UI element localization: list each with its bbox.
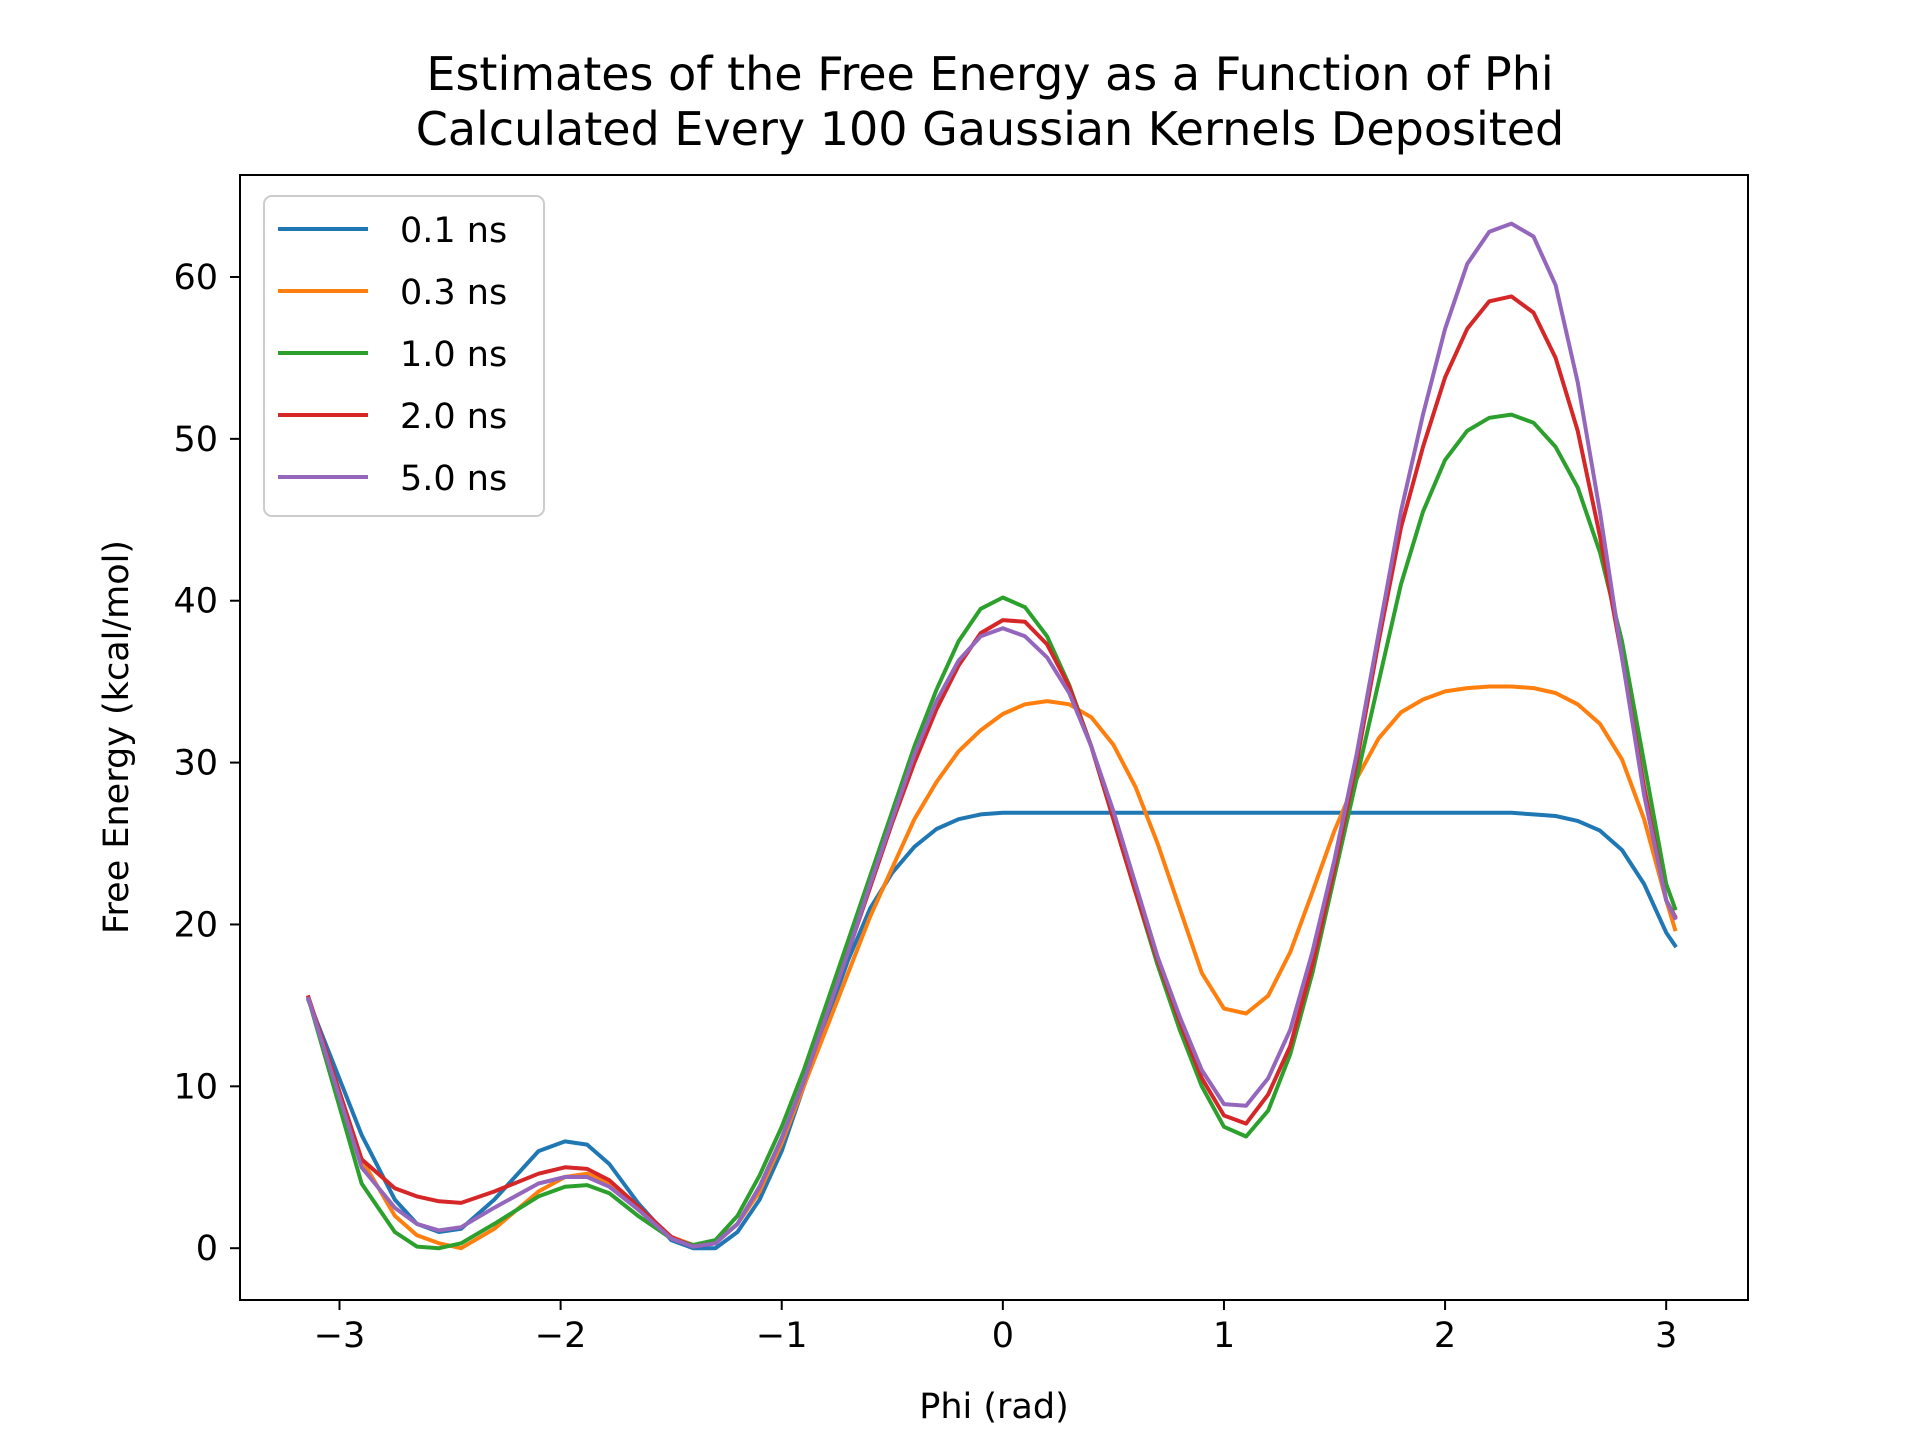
y-tick-label: 20 [173, 905, 218, 945]
legend-label-0-3-ns: 0.3 ns [400, 273, 507, 313]
y-tick-label: 60 [173, 258, 218, 298]
series-line-1-0-ns [306, 412, 1678, 1251]
legend-label-1-0-ns: 1.0 ns [400, 335, 507, 375]
series-line-0-1-ns [305, 810, 1678, 1251]
y-tick-label: 30 [173, 744, 218, 784]
y-axis-label: Free Energy (kcal/mol) [97, 540, 137, 934]
legend-label-0-1-ns: 0.1 ns [400, 211, 507, 251]
legend-label-5-0-ns: 5.0 ns [400, 459, 507, 499]
chart-title-line-2: Calculated Every 100 Gaussian Kernels De… [416, 102, 1565, 156]
series-lines [305, 221, 1678, 1251]
series-line-2-0-ns [305, 294, 1678, 1249]
legend: 0.1 ns 0.3 ns 1.0 ns 2.0 ns 5.0 ns [263, 195, 545, 517]
x-tick-label: −3 [314, 1316, 366, 1356]
y-tick-label: 50 [173, 420, 218, 460]
y-tick-label: 40 [173, 582, 218, 622]
y-tick-label: 0 [196, 1229, 218, 1269]
x-tick-label: 1 [1213, 1316, 1235, 1356]
series-line-0-3-ns [305, 684, 1678, 1251]
x-tick-label: −1 [756, 1316, 808, 1356]
x-tick-label: 0 [992, 1316, 1014, 1356]
x-tick-label: −2 [535, 1316, 587, 1356]
y-tick-label: 10 [173, 1067, 218, 1107]
plot-area-frame [239, 174, 1749, 1301]
legend-label-2-0-ns: 2.0 ns [400, 397, 507, 437]
x-tick-label: 2 [1434, 1316, 1456, 1356]
x-axis-label: Phi (rad) [919, 1387, 1069, 1427]
series-line-5-0-ns [305, 221, 1678, 1249]
legend-frame [263, 195, 545, 517]
x-tick-label: 3 [1655, 1316, 1677, 1356]
chart-title-line-1: Estimates of the Free Energy as a Functi… [426, 47, 1553, 101]
